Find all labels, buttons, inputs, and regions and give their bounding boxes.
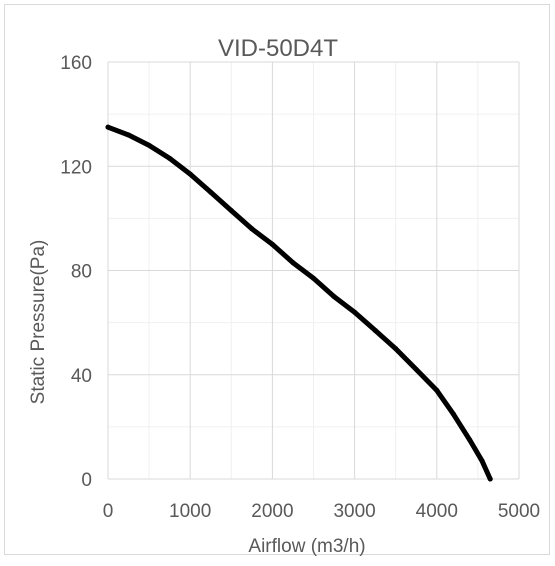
data-point [352,309,358,315]
x-axis-label: Airflow (m3/h) [248,536,365,557]
tick-labels: 0 1000 2000 3000 4000 5000 0 40 80 120 160 [60,53,540,522]
x-tick-label: 1000 [169,501,211,522]
x-tick-label: 5000 [498,501,540,522]
data-point [393,346,399,352]
data-point [208,189,214,195]
y-tick-label: 160 [60,53,92,74]
data-point [290,260,296,266]
y-tick-label: 0 [81,470,92,491]
data-point [331,294,337,300]
chart-frame [4,4,550,555]
chart-title: VID-50D4T [218,35,338,62]
data-point [372,327,378,333]
data-point [167,155,173,161]
data-point [487,476,493,482]
data-point [228,208,234,214]
data-point [146,142,152,148]
data-point [413,367,419,373]
data-point [479,458,485,464]
data-point [105,124,111,130]
y-tick-label: 120 [60,157,92,178]
y-axis-label: Static Pressure(Pa) [28,240,49,405]
data-point [311,275,316,281]
x-tick-label: 4000 [416,501,458,522]
x-tick-label: 2000 [251,501,293,522]
data-point [467,437,473,443]
y-tick-label: 80 [71,262,92,283]
data-point [249,226,255,232]
data-point [450,411,456,417]
data-point [269,241,275,247]
y-tick-label: 40 [71,366,92,387]
grid [107,61,520,480]
data-point [187,171,193,177]
series-layer [105,124,493,482]
data-point [126,132,132,138]
x-tick-label: 0 [103,501,114,522]
data-point [434,387,440,393]
x-tick-label: 3000 [333,501,375,522]
